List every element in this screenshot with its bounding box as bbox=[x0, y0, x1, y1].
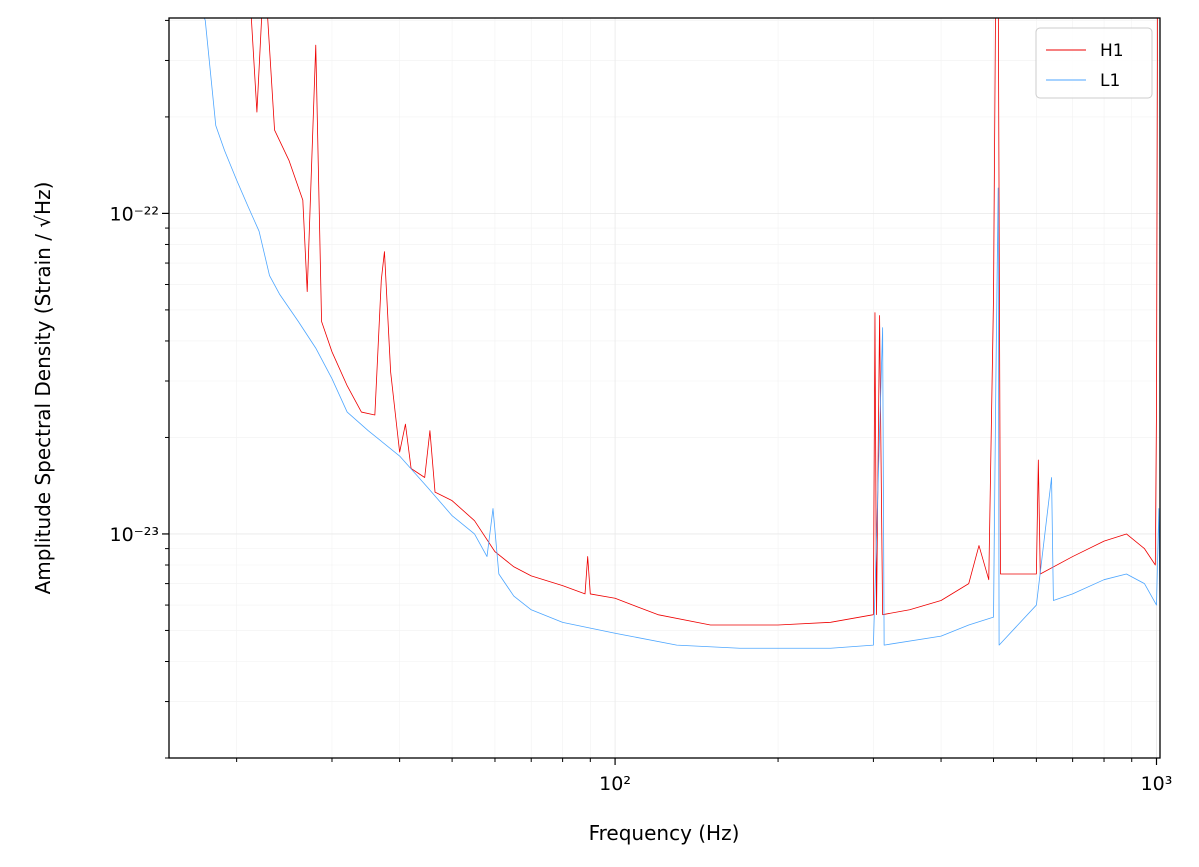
series-line bbox=[203, 18, 1160, 649]
y-axis-label: Amplitude Spectral Density (Strain / √Hz… bbox=[31, 182, 55, 595]
x-tick-label: 10³ bbox=[1141, 773, 1173, 795]
legend-label: L1 bbox=[1100, 71, 1120, 91]
y-tick-label: 10⁻²² bbox=[110, 203, 159, 225]
y-tick-label: 10⁻²³ bbox=[110, 524, 159, 546]
legend-label: H1 bbox=[1100, 41, 1124, 61]
x-axis-label: Frequency (Hz) bbox=[589, 821, 740, 845]
x-tick-label: 10² bbox=[599, 773, 631, 795]
legend-box bbox=[1035, 27, 1153, 99]
series-line bbox=[250, 18, 1158, 626]
plot-frame bbox=[168, 17, 1161, 759]
plot-area bbox=[203, 18, 1160, 649]
